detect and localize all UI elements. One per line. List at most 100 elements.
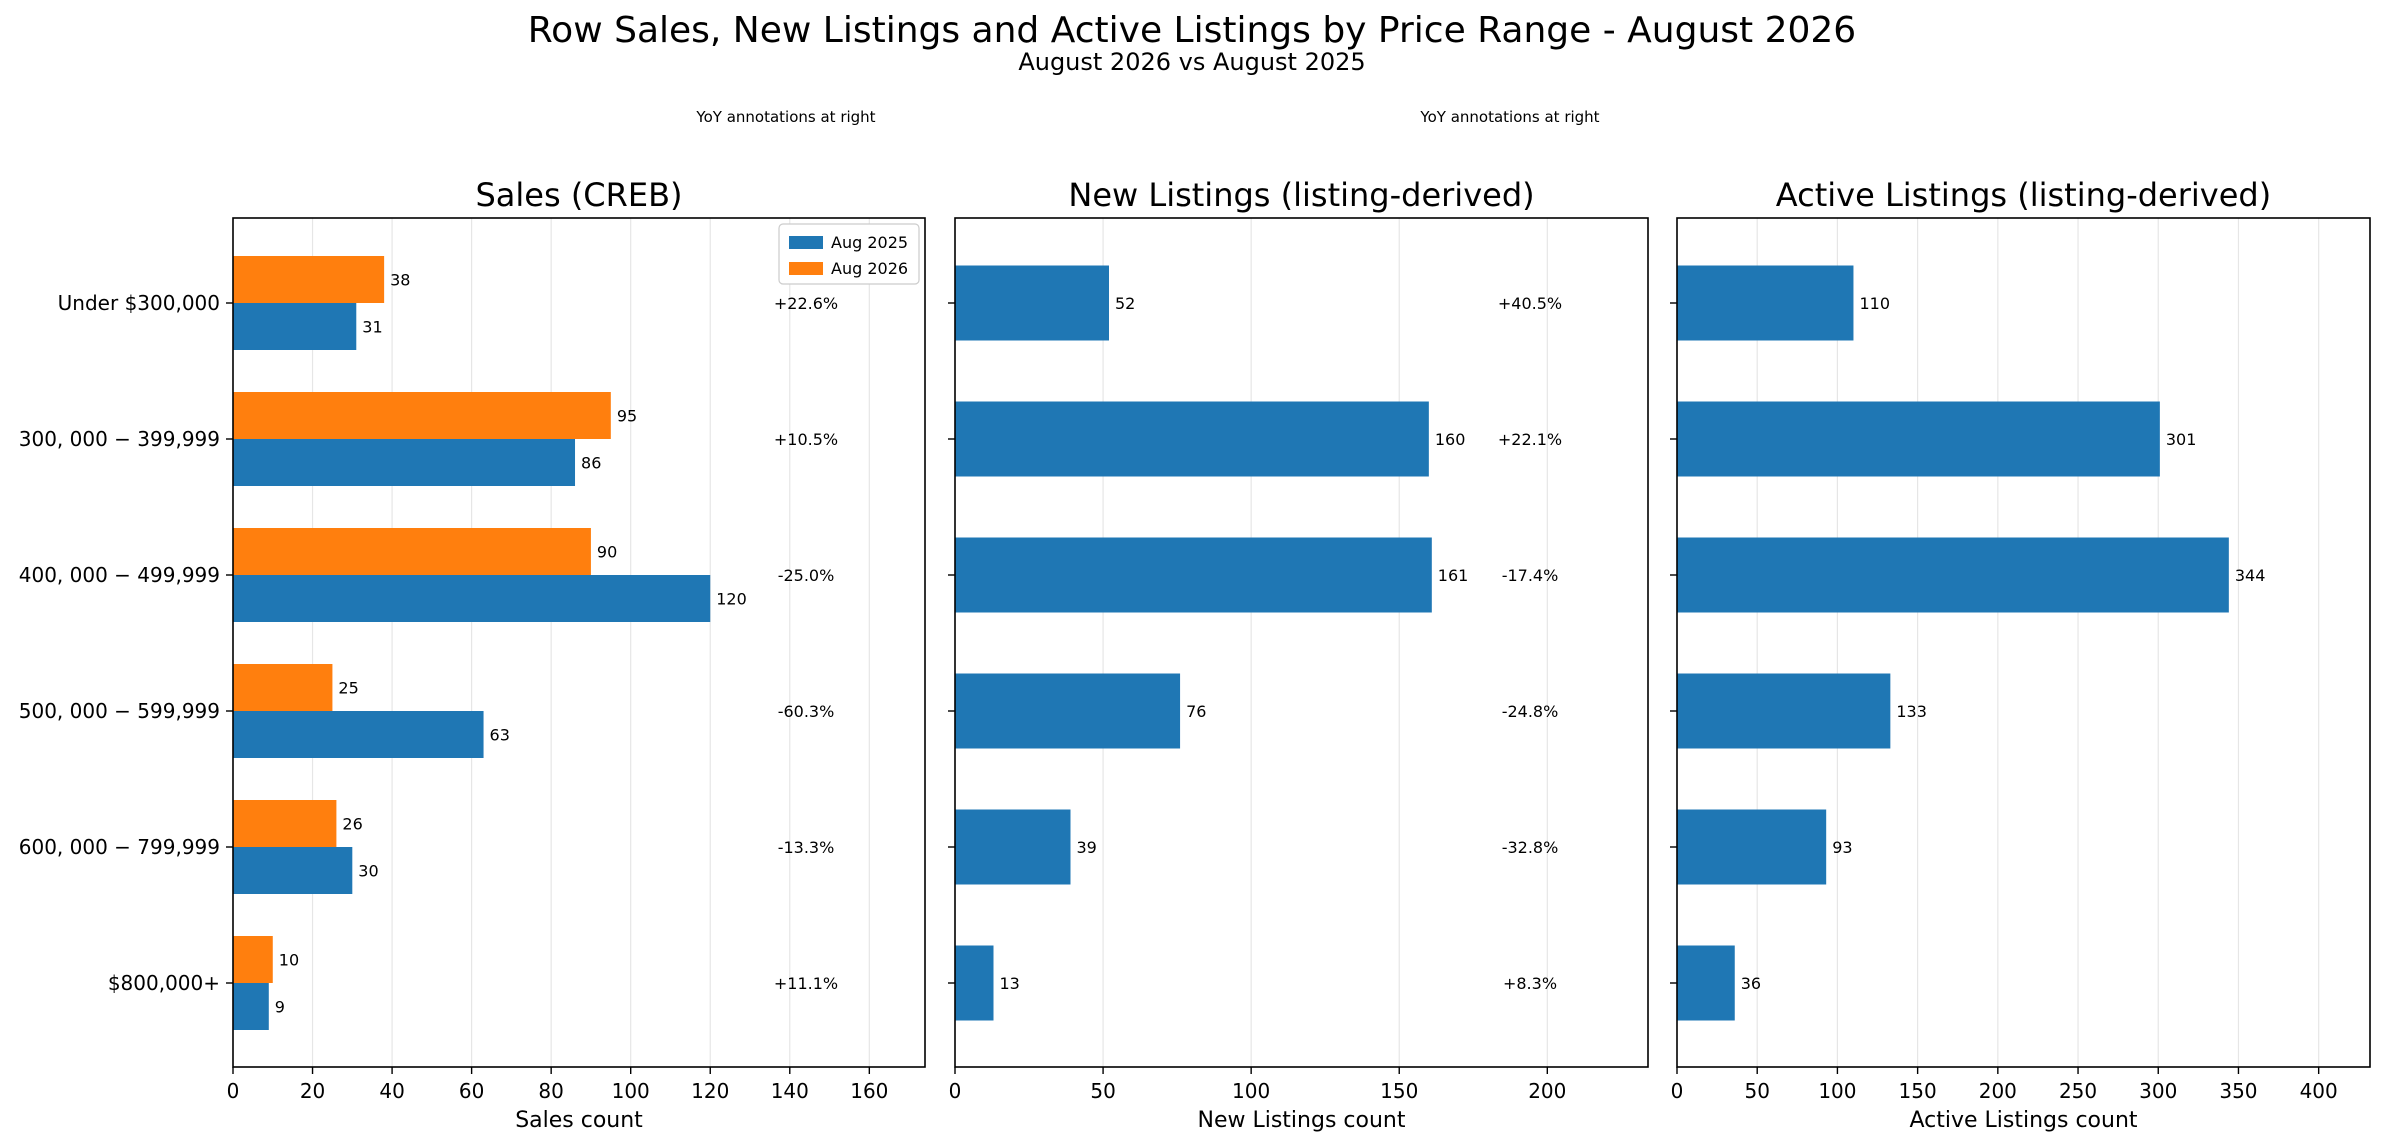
x-tick-label: 140 bbox=[771, 1079, 809, 1103]
y-tick-label: Under $300,000 bbox=[58, 291, 220, 315]
bar bbox=[233, 439, 576, 486]
data-label: 36 bbox=[1741, 974, 1761, 993]
data-label: 160 bbox=[1435, 430, 1466, 449]
data-label: 52 bbox=[1115, 294, 1135, 313]
y-tick-label: 600, 000 − 799,999 bbox=[19, 835, 220, 859]
x-tick-label: 400 bbox=[2300, 1079, 2338, 1103]
x-tick-label: 80 bbox=[538, 1079, 563, 1103]
bar bbox=[233, 256, 385, 303]
bar bbox=[1677, 673, 1891, 749]
data-label: 26 bbox=[342, 815, 362, 834]
panel-title: Active Listings (listing-derived) bbox=[1776, 176, 2271, 214]
data-label: 161 bbox=[1438, 566, 1469, 585]
bar bbox=[233, 392, 611, 439]
bar bbox=[955, 537, 1432, 613]
x-tick-label: 150 bbox=[1899, 1079, 1937, 1103]
data-label: 31 bbox=[362, 318, 382, 337]
x-tick-label: 20 bbox=[300, 1079, 325, 1103]
x-tick-label: 200 bbox=[1528, 1079, 1566, 1103]
bar bbox=[233, 575, 711, 622]
bar bbox=[233, 664, 333, 711]
axes-frame bbox=[232, 217, 926, 1068]
x-tick-label: 100 bbox=[612, 1079, 650, 1103]
yoy-annotation: -60.3% bbox=[778, 702, 835, 721]
legend-swatch bbox=[789, 262, 823, 275]
bar bbox=[955, 945, 994, 1021]
x-tick-label: 200 bbox=[1979, 1079, 2017, 1103]
data-label: 10 bbox=[279, 951, 299, 970]
bar bbox=[1677, 265, 1854, 341]
x-tick-label: 50 bbox=[1090, 1079, 1115, 1103]
data-label: 38 bbox=[390, 271, 410, 290]
axes-frame bbox=[1676, 217, 2371, 1068]
yoy-annotation: -17.4% bbox=[1502, 566, 1559, 585]
yoy-annotation: +40.5% bbox=[1498, 294, 1562, 313]
x-tick-label: 40 bbox=[379, 1079, 404, 1103]
legend-label: Aug 2026 bbox=[831, 259, 908, 278]
data-label: 301 bbox=[2166, 430, 2197, 449]
data-label: 30 bbox=[358, 862, 378, 881]
y-tick-label: 400, 000 − 499,999 bbox=[19, 563, 220, 587]
data-label: 76 bbox=[1186, 702, 1206, 721]
x-tick-label: 120 bbox=[691, 1079, 729, 1103]
annotation-note: YoY annotations at right bbox=[695, 108, 875, 126]
x-axis-label: Sales count bbox=[515, 1108, 643, 1133]
x-tick-label: 160 bbox=[850, 1079, 888, 1103]
x-tick-label: 0 bbox=[1671, 1079, 1684, 1103]
annotation-note: YoY annotations at right bbox=[1419, 108, 1599, 126]
data-label: 25 bbox=[338, 679, 358, 698]
data-label: 86 bbox=[581, 454, 601, 473]
data-label: 110 bbox=[1859, 294, 1890, 313]
x-axis-label: Active Listings count bbox=[1909, 1108, 2137, 1133]
bar bbox=[1677, 401, 2160, 477]
legend-label: Aug 2025 bbox=[831, 233, 908, 252]
yoy-annotation: +11.1% bbox=[774, 974, 838, 993]
bar bbox=[233, 303, 357, 350]
data-label: 133 bbox=[1896, 702, 1927, 721]
y-tick-label: 500, 000 − 599,999 bbox=[19, 699, 220, 723]
bar bbox=[1677, 809, 1827, 885]
data-label: 39 bbox=[1077, 838, 1097, 857]
yoy-annotation: -32.8% bbox=[1502, 838, 1559, 857]
yoy-annotation: +8.3% bbox=[1503, 974, 1557, 993]
yoy-annotation: -25.0% bbox=[778, 566, 835, 585]
x-tick-label: 350 bbox=[2219, 1079, 2257, 1103]
x-tick-label: 50 bbox=[1744, 1079, 1769, 1103]
bar bbox=[233, 711, 484, 758]
yoy-annotation: -13.3% bbox=[778, 838, 835, 857]
panel-2: 52 160 161 76 39 13 0 50 100 150 200 New Listings (… bbox=[948, 108, 1649, 1133]
figure-subtitle: August 2026 vs August 2025 bbox=[1018, 48, 1365, 76]
bar bbox=[1677, 537, 2229, 613]
x-tick-label: 60 bbox=[459, 1079, 484, 1103]
data-label: 344 bbox=[2235, 566, 2266, 585]
yoy-annotation: +22.6% bbox=[774, 294, 838, 313]
data-label: 93 bbox=[1832, 838, 1852, 857]
data-label: 120 bbox=[716, 590, 747, 609]
data-label: 95 bbox=[617, 407, 637, 426]
x-tick-label: 0 bbox=[949, 1079, 962, 1103]
bar bbox=[955, 401, 1429, 477]
x-tick-label: 250 bbox=[2059, 1079, 2097, 1103]
data-label: 13 bbox=[1000, 974, 1020, 993]
x-axis-label: New Listings count bbox=[1198, 1108, 1406, 1133]
bar bbox=[1677, 945, 1735, 1021]
x-tick-label: 0 bbox=[227, 1079, 240, 1103]
panel-3: 110 301 344 133 93 36 0 50 100 150 200 250 300 350 400… bbox=[1670, 176, 2371, 1133]
yoy-annotation: -24.8% bbox=[1502, 702, 1559, 721]
bar bbox=[233, 800, 337, 847]
bar bbox=[233, 847, 353, 894]
bar bbox=[233, 528, 591, 575]
bar bbox=[955, 673, 1181, 749]
legend-swatch bbox=[789, 236, 823, 249]
bar bbox=[955, 809, 1071, 885]
y-tick-label: $800,000+ bbox=[108, 971, 220, 995]
data-label: 63 bbox=[490, 726, 510, 745]
panel-title: Sales (CREB) bbox=[475, 176, 682, 214]
bar bbox=[955, 265, 1109, 341]
bar bbox=[233, 983, 269, 1030]
axes-frame bbox=[954, 217, 1649, 1068]
x-tick-label: 300 bbox=[2139, 1079, 2177, 1103]
